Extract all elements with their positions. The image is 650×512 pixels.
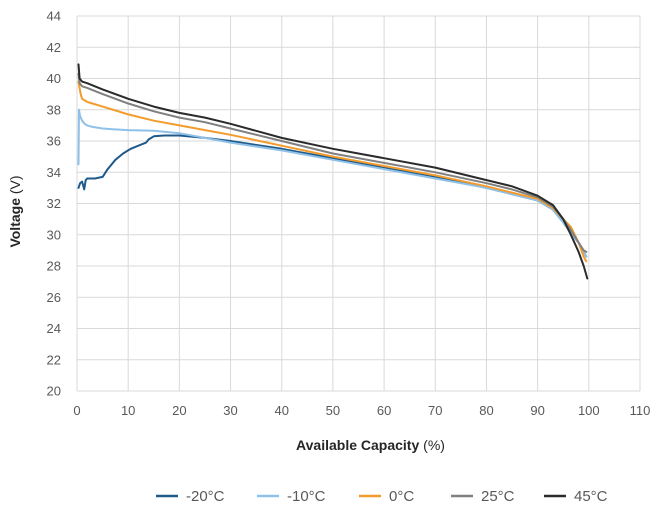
- legend: -20°C -10°C 0°C 25°C 45°C: [156, 488, 608, 505]
- y-tick-label: 22: [47, 352, 61, 367]
- x-tick-label: 30: [223, 403, 237, 418]
- x-axis-title-main: Available Capacity: [296, 437, 419, 453]
- y-tick-label: 20: [47, 384, 61, 399]
- y-tick-label: 36: [47, 134, 61, 149]
- gridlines: [76, 15, 641, 392]
- y-tick-label: 42: [47, 40, 61, 55]
- x-tick-label: 90: [530, 403, 544, 418]
- y-axis-title-unit: (V): [7, 175, 23, 198]
- legend-label: 25°C: [481, 488, 515, 505]
- y-tick-label: 38: [47, 102, 61, 117]
- y-axis-title: Voltage (V): [7, 175, 23, 247]
- x-axis-title-unit: (%): [419, 437, 445, 453]
- x-tick-label: 60: [377, 403, 391, 418]
- x-tick-label: 40: [274, 403, 288, 418]
- x-tick-label: 50: [326, 403, 340, 418]
- y-tick-label: 30: [47, 227, 61, 242]
- x-tick-label: 0: [73, 403, 80, 418]
- x-tick-label: 100: [578, 403, 600, 418]
- x-axis-title: Available Capacity (%): [296, 437, 445, 453]
- y-tick-label: 44: [47, 9, 61, 24]
- axis-titles: Available Capacity (%) Voltage (V): [7, 175, 445, 453]
- x-tick-label: 110: [630, 403, 650, 418]
- series-line: [77, 72, 588, 253]
- y-tick-label: 32: [47, 196, 61, 211]
- y-tick-label: 24: [47, 321, 61, 336]
- y-tick-label: 26: [47, 290, 61, 305]
- y-tick-label: 40: [47, 71, 61, 86]
- legend-label: -20°C: [186, 488, 225, 505]
- y-tick-label: 34: [47, 165, 61, 180]
- tick-labels: 20 22 24 26 28 30 32 34 36 38 40 42 44 0 10 20 30 40 50 60 7…: [47, 9, 650, 419]
- x-tick-label: 10: [121, 403, 135, 418]
- series-lines: [77, 63, 589, 280]
- y-axis-title-main: Voltage: [7, 198, 23, 248]
- x-tick-label: 70: [428, 403, 442, 418]
- series-line: [77, 63, 589, 280]
- series-line: [77, 108, 588, 258]
- legend-label: -10°C: [287, 488, 326, 505]
- x-tick-label: 20: [172, 403, 186, 418]
- y-tick-label: 28: [47, 259, 61, 274]
- legend-label: 0°C: [389, 488, 414, 505]
- legend-label: 45°C: [574, 488, 608, 505]
- x-tick-label: 80: [479, 403, 493, 418]
